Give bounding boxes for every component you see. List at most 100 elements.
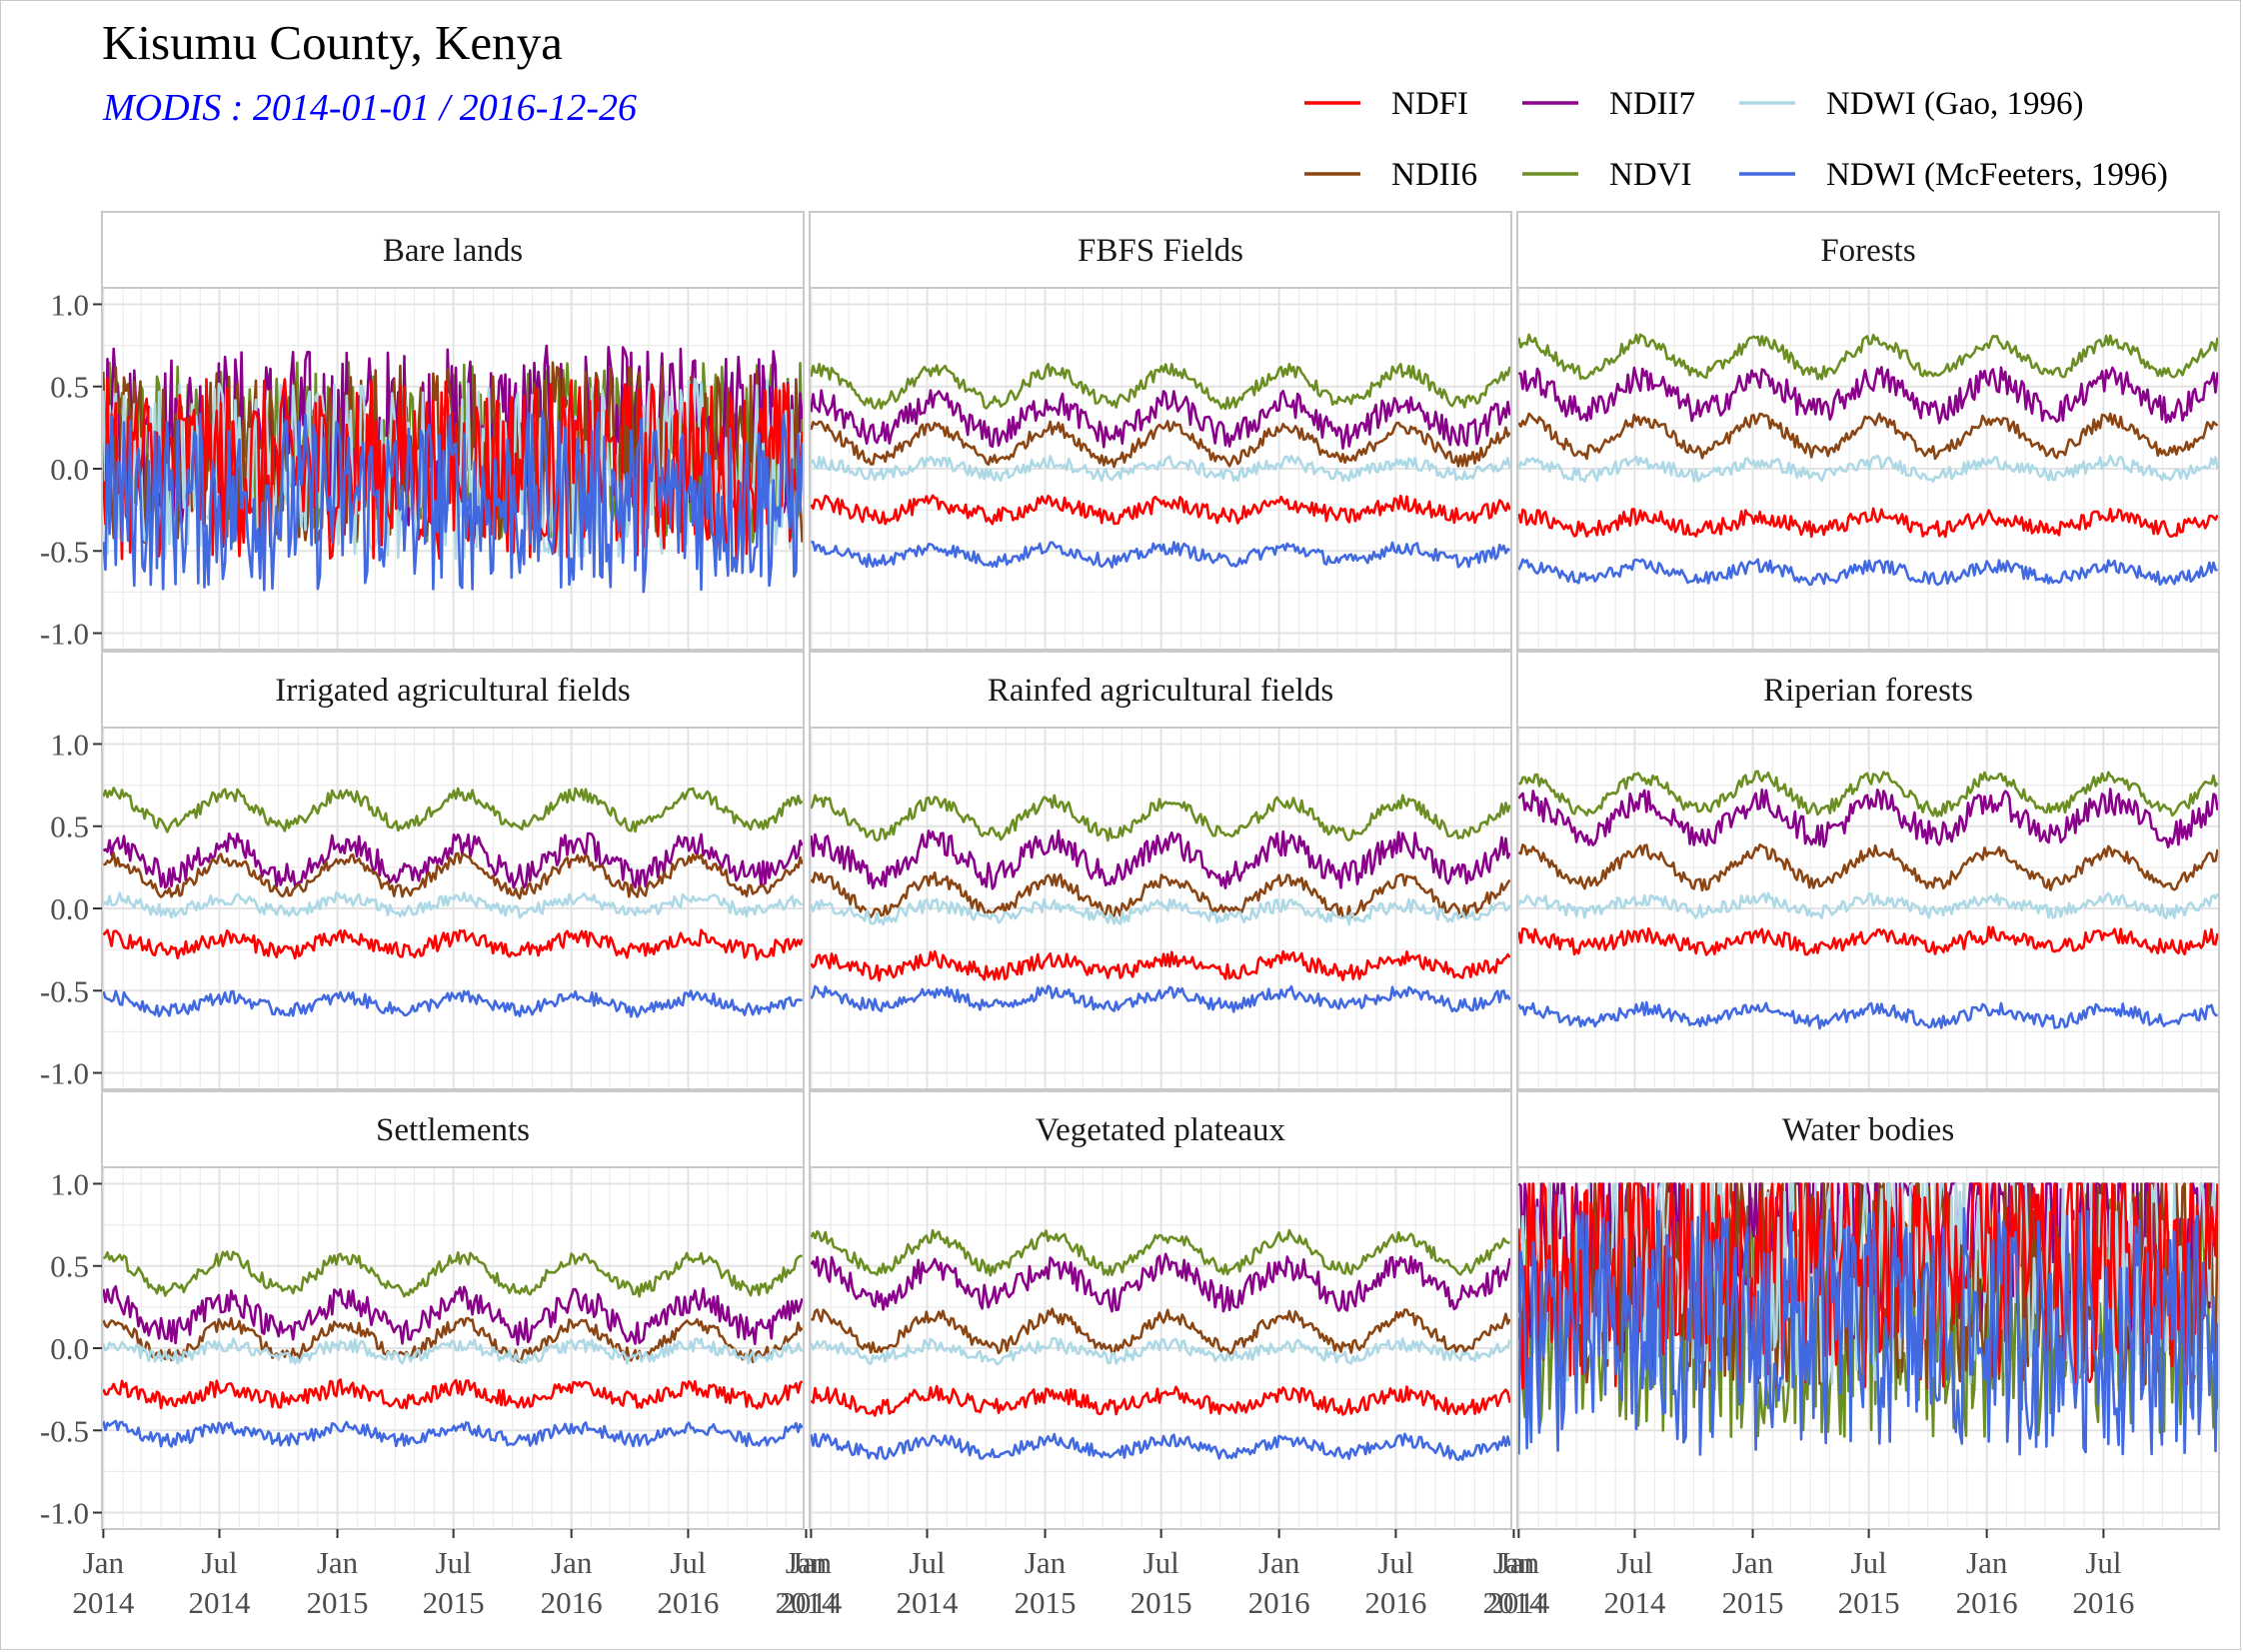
x-tick-label-year: 2014	[775, 1585, 838, 1620]
x-tick-label-month: Jan	[1498, 1545, 1540, 1580]
facet-border	[809, 727, 1512, 1090]
chart-subtitle: MODIS : 2014-01-01 / 2016-12-26	[103, 87, 638, 129]
facet-forests: Forests	[1516, 211, 2220, 651]
x-tick-label-month: Jul	[1851, 1545, 1887, 1580]
x-tick-label-month: Jan	[83, 1545, 125, 1580]
x-tick-label-month: Jan	[1966, 1545, 2008, 1580]
y-tick-label: -0.5	[40, 1413, 89, 1448]
y-tick-label: -1.0	[40, 617, 89, 652]
series-line-ndii6	[103, 851, 804, 900]
legend-item-ndvi: NDVI	[1522, 157, 1691, 193]
facet-rainfed-agricultural-fields: Rainfed agricultural fields	[809, 651, 1512, 1090]
legend-label: NDWI (Gao, 1996)	[1826, 86, 2084, 122]
facet-strip	[809, 1090, 1512, 1168]
facet-strip-label: Rainfed agricultural fields	[988, 673, 1333, 709]
series-line-ndii7	[810, 389, 1511, 450]
series-line-ndii7	[810, 1252, 1511, 1313]
x-tick-label-year: 2015	[1722, 1585, 1784, 1620]
x-tick-label-year: 2014	[1482, 1585, 1545, 1620]
x-tick-label-year: 2014	[72, 1585, 135, 1620]
x-tick-label-year: 2015	[1838, 1585, 1900, 1620]
facet-strip-label: Vegetated plateaux	[1036, 1112, 1286, 1148]
series-line-ndii7	[1517, 788, 2219, 848]
x-tick-label-year: 2016	[541, 1585, 603, 1620]
series-line-ndwi-gao-1996	[810, 1336, 1511, 1366]
x-tick-label-month: Jan	[317, 1545, 359, 1580]
x-tick-label-month: Jul	[201, 1545, 237, 1580]
series-line-ndwi-mcfeeters-1996	[1517, 1207, 2219, 1456]
legend-label: NDII7	[1609, 86, 1695, 122]
x-tick-label-year: 2016	[2072, 1585, 2134, 1620]
x-tick-label-year: 2014	[1604, 1585, 1667, 1620]
series-line-ndfi	[102, 1378, 804, 1410]
series-line-ndfi	[102, 928, 804, 961]
facet-water-bodies: Water bodies Jan 2014 Jul 2014 Jan 2015 Jul 2015…	[1487, 1090, 2220, 1620]
x-tick-label-year: 2016	[1364, 1585, 1426, 1620]
series-line-ndii6	[1517, 842, 2219, 892]
series-line-ndfi	[810, 494, 1511, 526]
y-tick-label: -0.5	[40, 534, 89, 569]
series-line-ndvi	[102, 1250, 803, 1298]
legend-item-ndii6: NDII6	[1304, 157, 1477, 193]
x-tick-label-month: Jul	[1143, 1545, 1179, 1580]
facet-border	[1516, 287, 2220, 651]
facet-border	[809, 287, 1512, 651]
legend-item-ndii7: NDII7	[1522, 86, 1695, 122]
facet-riperian-forests: Riperian forests	[1516, 651, 2220, 1090]
facet-strip	[1516, 651, 2220, 729]
facet-strip	[1516, 1090, 2220, 1168]
series-line-ndfi	[102, 377, 804, 561]
series-line-ndfi	[1517, 925, 2219, 956]
series-line-ndwi-mcfeeters-1996	[102, 410, 804, 594]
series-line-ndwi-gao-1996	[810, 454, 1511, 483]
series-line-ndwi-mcfeeters-1996	[810, 1432, 1511, 1462]
series-line-ndvi	[1517, 333, 2219, 381]
x-tick-label-month: Jan	[786, 1545, 828, 1580]
facet-irrigated-agricultural-fields: Irrigated agricultural fields 1.0 0.5 0.0 -0…	[40, 651, 805, 1091]
chart-title: Kisumu County, Kenya	[102, 15, 563, 70]
series-line-ndvi	[810, 794, 1511, 842]
y-tick-label: -1.0	[40, 1496, 89, 1531]
series-line-ndvi	[1517, 770, 2219, 818]
facet-strip	[1516, 211, 2220, 289]
series-line-ndwi-gao-1996	[1517, 454, 2219, 484]
series-line-ndwi-gao-1996	[1517, 891, 2219, 920]
y-tick-label: -0.5	[40, 973, 89, 1008]
x-tick-label-month: Jul	[670, 1545, 706, 1580]
x-tick-label-year: 2016	[1956, 1585, 2018, 1620]
x-tick-label-month: Jan	[1493, 1545, 1535, 1580]
y-tick-label: 0.5	[50, 370, 89, 405]
series-line-ndwi-mcfeeters-1996	[102, 989, 803, 1018]
facet-strip-label: Irrigated agricultural fields	[275, 673, 631, 709]
series-line-ndvi	[810, 1228, 1510, 1277]
y-tick-label: 1.0	[50, 1166, 89, 1201]
series-line-ndfi	[1517, 1182, 2219, 1390]
series-line-ndwi-gao-1996	[102, 1337, 804, 1365]
facet-border	[1516, 727, 2220, 1090]
legend-item-ndwi-gao-1996: NDWI (Gao, 1996)	[1739, 86, 2084, 122]
facet-strip	[101, 651, 805, 729]
facet-strip-label: Forests	[1820, 233, 1915, 269]
series-line-ndvi	[810, 362, 1511, 411]
series-line-ndvi	[102, 787, 804, 833]
legend-label: NDII6	[1391, 157, 1477, 193]
series-line-ndfi	[1517, 507, 2219, 539]
facet-strip-label: FBFS Fields	[1078, 233, 1243, 269]
x-tick-label-year: 2016	[1248, 1585, 1310, 1620]
legend-item-ndfi: NDFI	[1304, 86, 1468, 122]
y-tick-label: 0.0	[50, 1331, 89, 1366]
facet-strip-label: Bare lands	[383, 233, 523, 269]
x-tick-label-year: 2015	[423, 1585, 485, 1620]
x-tick-label-year: 2015	[307, 1585, 369, 1620]
x-tick-label-year: 2014	[780, 1585, 843, 1620]
x-tick-label-month: Jul	[1377, 1545, 1413, 1580]
series-line-ndwi-mcfeeters-1996	[810, 984, 1511, 1013]
x-tick-label-month: Jul	[1616, 1545, 1652, 1580]
x-tick-label-month: Jan	[1025, 1545, 1067, 1580]
series-line-ndii6	[810, 420, 1511, 469]
y-tick-label: 0.0	[50, 452, 89, 487]
series-line-ndii7	[102, 1285, 804, 1346]
facet-bare-lands: Bare lands 1.0 0.5 0.0 -0.5 -1.0	[40, 211, 805, 652]
